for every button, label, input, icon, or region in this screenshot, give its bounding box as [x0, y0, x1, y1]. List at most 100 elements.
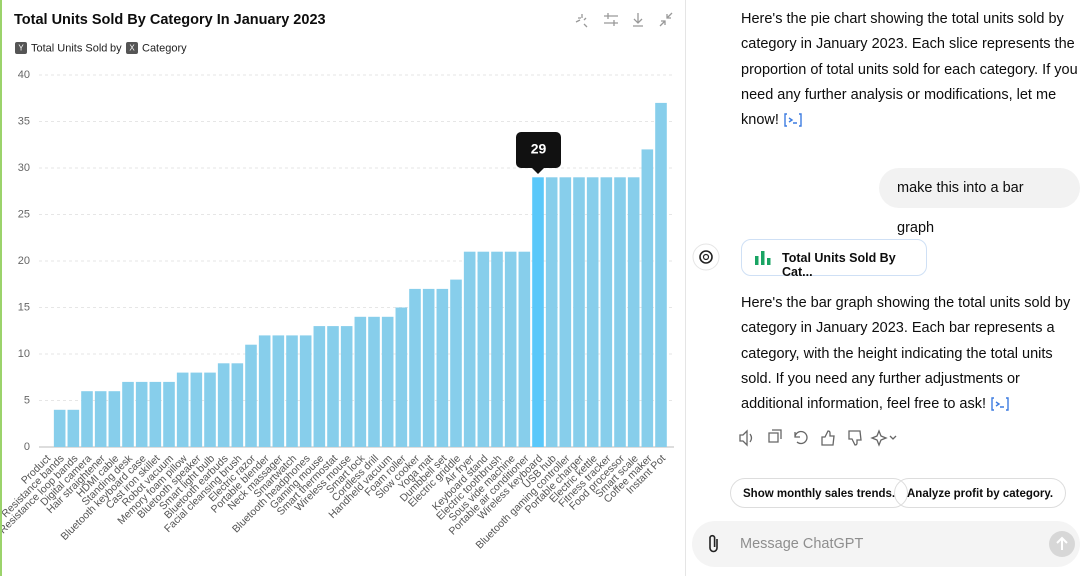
bar — [409, 288, 421, 447]
bar — [217, 363, 230, 447]
bar — [600, 177, 613, 448]
bar — [245, 344, 257, 447]
bar — [573, 177, 585, 448]
bar — [258, 335, 271, 447]
bar — [53, 409, 66, 447]
y-tick-label: 15 — [18, 301, 30, 313]
y-tick-label: 10 — [18, 348, 30, 360]
assistant-avatar — [692, 243, 720, 271]
icon[interactable] — [794, 430, 808, 445]
bar — [450, 279, 462, 447]
y-tick-label: 30 — [18, 162, 30, 174]
bar — [655, 102, 667, 448]
icon[interactable] — [739, 429, 753, 447]
bar — [340, 326, 353, 447]
badge — [15, 42, 27, 54]
bar — [272, 335, 285, 447]
bar — [81, 391, 93, 447]
badge-text: Y — [18, 44, 24, 53]
suggestion-text: Analyze profit by category. — [907, 488, 1054, 500]
icon[interactable] — [633, 13, 643, 27]
suggestion-button[interactable]: Analyze profit by category. — [894, 478, 1067, 508]
bar — [477, 251, 490, 447]
bar — [641, 149, 654, 447]
bar — [354, 316, 367, 447]
assistant-message: Here's the bar graph showing the total u… — [741, 291, 1080, 417]
bar — [395, 307, 408, 447]
suggestion-text: Show monthly sales trends. — [743, 488, 896, 500]
bar — [463, 251, 476, 447]
icon[interactable] — [768, 429, 782, 443]
toolbar[interactable] — [575, 12, 673, 28]
bar — [231, 363, 244, 447]
chart-panel: Total Units Sold By Category In January … — [0, 0, 686, 576]
bar — [504, 251, 517, 447]
y-tick-label: 25 — [18, 208, 30, 220]
bar — [190, 372, 203, 447]
bar — [122, 381, 134, 447]
icon[interactable] — [575, 14, 588, 28]
bar — [532, 177, 544, 448]
x-field: Category — [142, 42, 187, 54]
tooltip: 29 — [516, 132, 561, 174]
bar — [491, 251, 503, 447]
icon[interactable] — [848, 430, 862, 446]
bar — [286, 335, 298, 447]
y-tick-label: 40 — [18, 69, 30, 81]
icon[interactable] — [870, 429, 897, 447]
bar — [108, 391, 121, 447]
y-field: Total Units Sold — [31, 42, 107, 54]
icon[interactable] — [604, 13, 618, 26]
bar — [94, 391, 107, 447]
badge — [126, 42, 138, 54]
bar — [135, 381, 148, 447]
message-text: Here's the bar graph showing the total u… — [741, 295, 1071, 413]
bar — [299, 335, 312, 447]
bar — [627, 177, 640, 448]
tooltip-pointer — [532, 168, 544, 174]
bar — [368, 316, 380, 447]
chart-title: Total Units Sold By Category In January … — [14, 12, 326, 28]
chart: Total Units Sold By Category In January … — [0, 12, 674, 551]
y-tick-label: 35 — [18, 115, 30, 127]
badge-text: X — [129, 44, 135, 53]
bar — [327, 326, 339, 447]
bar — [163, 381, 175, 447]
chart-icon — [755, 251, 771, 265]
card-title: Total Units Sold By Cat... — [782, 251, 896, 279]
attach-icon[interactable] — [706, 533, 722, 555]
icon[interactable] — [659, 12, 673, 27]
bar — [149, 381, 162, 447]
bar — [586, 177, 599, 448]
bar — [436, 288, 449, 447]
tooltip-text: 29 — [531, 141, 547, 157]
bar — [559, 177, 572, 448]
bar — [422, 288, 435, 447]
chart-card[interactable]: Total Units Sold By Cat... — [741, 239, 927, 279]
user-message: make this into a bar graph — [879, 168, 1080, 236]
message-text: make this into a bar graph — [897, 180, 1024, 236]
code-link[interactable] — [990, 396, 1010, 412]
bar — [313, 326, 326, 447]
y-tick-label: 20 — [18, 255, 30, 267]
tooltip-box — [516, 132, 561, 168]
bar — [176, 372, 189, 447]
icon[interactable] — [821, 430, 835, 446]
assistant-message: Here's the pie chart showing the total u… — [741, 7, 1080, 133]
message-input[interactable]: Message ChatGPT — [692, 521, 1080, 567]
bar — [614, 177, 626, 448]
send-button[interactable] — [1048, 530, 1076, 558]
by: by — [110, 42, 122, 54]
bar — [67, 409, 80, 447]
bar — [204, 372, 216, 447]
message-text: Here's the pie chart showing the total u… — [741, 11, 1078, 129]
bar — [518, 251, 531, 447]
suggestion-button[interactable]: Show monthly sales trends. — [730, 478, 909, 508]
message-actions[interactable] — [738, 428, 903, 448]
y-tick-label: 5 — [24, 394, 30, 406]
y-tick-label: 0 — [24, 441, 30, 453]
code-link[interactable] — [783, 112, 803, 128]
input-placeholder: Message ChatGPT — [740, 536, 864, 552]
bar — [545, 177, 558, 448]
